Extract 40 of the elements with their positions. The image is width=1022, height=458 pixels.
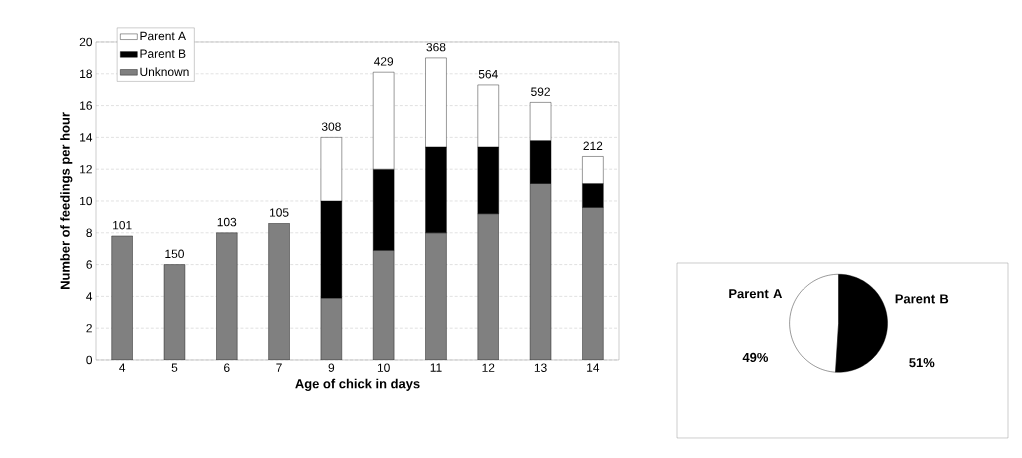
y-tick-label: 20	[79, 37, 93, 47]
y-tick-label: 2	[86, 324, 92, 333]
x-tick-label: 4	[119, 363, 126, 372]
annotation: 564	[478, 69, 498, 79]
y-tick-label: 8	[86, 228, 92, 238]
x-tick-label: 6	[224, 363, 230, 372]
x-tick-label: 13	[534, 363, 547, 372]
legend-label: Parent A	[140, 31, 186, 41]
y-tick-label: 14	[80, 133, 93, 142]
slice-label: Parent A	[729, 289, 783, 299]
y-axis-title: Number of feedings per hour	[60, 112, 73, 289]
x-tick-label: 11	[430, 363, 442, 372]
y-tick-label: 10	[80, 196, 93, 206]
y-tick-label: 18	[80, 69, 92, 79]
annotation: 150	[165, 249, 184, 259]
annotation: 103	[217, 217, 237, 227]
x-tick-label: 10	[377, 363, 390, 372]
x-axis-title: Age of chick in days	[295, 378, 420, 391]
legend-label: Unknown	[140, 67, 189, 77]
y-tick-label: 16	[80, 101, 92, 110]
y-tick-label: 12	[80, 165, 92, 174]
annotation: 212	[583, 141, 603, 150]
y-tick-label: 0	[86, 355, 93, 365]
y-tick-label: 6	[86, 260, 92, 269]
annotation: 429	[373, 57, 394, 66]
annotation: 105	[270, 208, 289, 217]
slice-label: Parent B	[895, 294, 949, 304]
x-tick-label: 5	[171, 363, 178, 372]
annotation: 368	[426, 42, 446, 52]
annotation: 592	[531, 87, 550, 96]
x-tick-label: 9	[328, 363, 335, 372]
y-tick-label: 4	[86, 292, 93, 301]
data-label: 49%	[742, 352, 769, 363]
annotation: 101	[113, 220, 132, 230]
x-tick-label: 12	[482, 363, 495, 372]
x-tick-label: 7	[276, 363, 282, 372]
data-label: 51%	[909, 358, 935, 368]
annotation: 308	[321, 122, 341, 131]
x-tick-label: 14	[587, 363, 600, 372]
legend-label: Parent B	[140, 49, 186, 58]
